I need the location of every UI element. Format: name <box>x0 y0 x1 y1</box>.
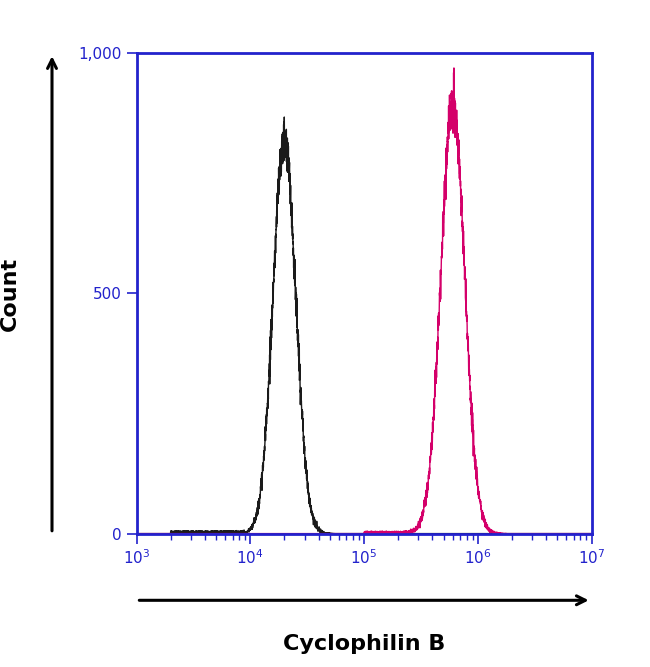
Text: Cyclophilin B: Cyclophilin B <box>283 634 445 654</box>
Text: Count: Count <box>0 256 20 331</box>
